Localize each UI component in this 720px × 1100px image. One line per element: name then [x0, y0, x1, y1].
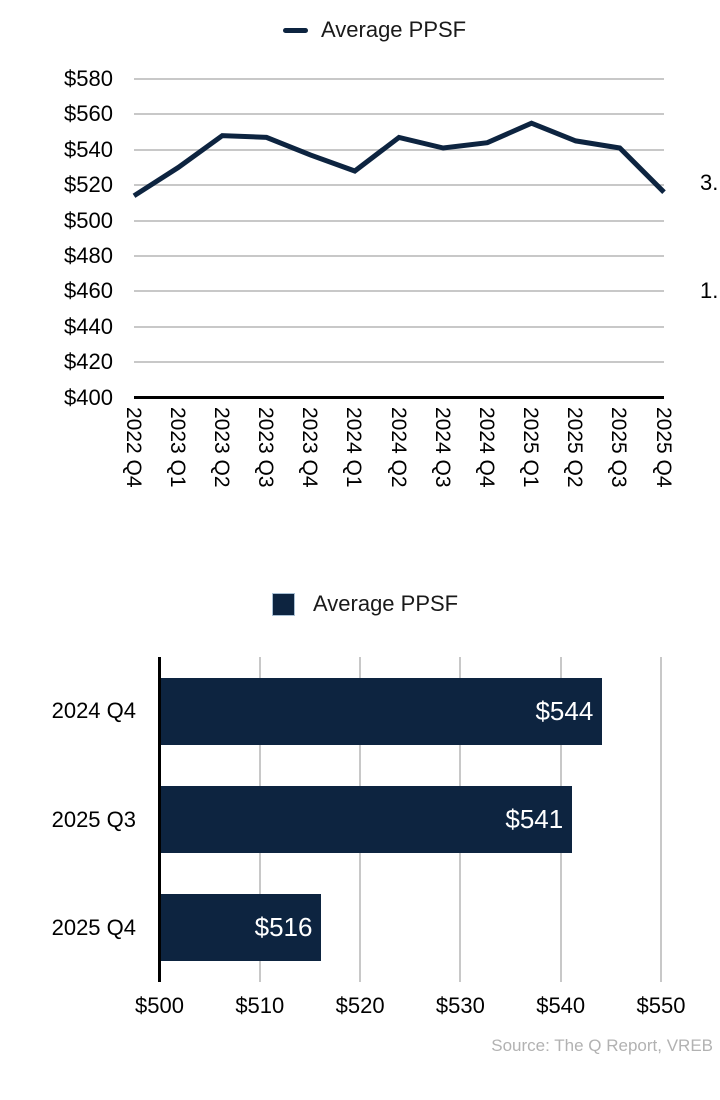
bar-value-label: $516 — [254, 912, 313, 943]
y-axis-tick-label: $540 — [64, 136, 113, 162]
y-axis-tick-label: $400 — [64, 384, 113, 410]
x-axis-tick-label: 2022 Q4 — [121, 407, 145, 488]
gridline — [134, 148, 664, 151]
bar-chart-y-axis — [158, 657, 161, 982]
x-axis-tick-label: 2024 Q2 — [386, 407, 410, 488]
x-axis-tick-label: 2024 Q3 — [430, 407, 454, 488]
gridline — [134, 254, 664, 257]
gridline — [134, 290, 664, 293]
y-axis-tick-label: $520 — [64, 172, 113, 198]
clipped-right-label-bottom: 1. — [700, 278, 719, 303]
x-axis-tick-label: 2025 Q4 — [651, 407, 675, 488]
line-legend-label: Average PPSF — [321, 17, 467, 42]
clipped-right-label-top: 3. — [700, 170, 719, 195]
x-axis-tick-label: $500 — [135, 993, 184, 1018]
x-axis-tick-label: $510 — [235, 993, 285, 1018]
bar-legend-label: Average PPSF — [313, 591, 459, 616]
x-axis-tick-label: 2024 Q4 — [474, 407, 498, 488]
bar-category-label: 2025 Q3 — [51, 806, 136, 832]
x-axis-tick-label: 2024 Q1 — [342, 407, 366, 488]
x-axis-tick-label: $520 — [335, 993, 385, 1018]
line-chart-x-axis — [134, 396, 664, 399]
y-axis-tick-label: $480 — [64, 242, 113, 268]
x-axis-tick-label: 2023 Q1 — [165, 407, 189, 488]
bar-chart-legend: Average PPSF — [272, 591, 458, 617]
bar-2025-q3: $541 — [161, 786, 573, 853]
gridline — [134, 184, 664, 187]
y-axis-tick-label: $500 — [64, 207, 113, 233]
bar-series-swatch-icon — [272, 592, 295, 616]
source-caption: Source: The Q Report, VREB — [491, 1036, 713, 1055]
gridline — [134, 325, 664, 328]
gridline — [660, 657, 662, 982]
bar-category-label: 2025 Q4 — [51, 914, 136, 940]
gridline — [134, 113, 664, 116]
line-series-swatch-icon — [283, 27, 308, 33]
x-axis-tick-label: 2023 Q4 — [298, 407, 322, 488]
x-axis-tick-label: 2025 Q3 — [607, 407, 631, 488]
y-axis-tick-label: $560 — [64, 101, 113, 127]
bar-value-label: $541 — [505, 804, 564, 834]
x-axis-tick-label: $550 — [636, 993, 686, 1018]
bar-2025-q4: $516 — [161, 894, 322, 962]
y-axis-tick-label: $460 — [64, 278, 113, 304]
x-axis-tick-label: 2025 Q1 — [519, 407, 542, 488]
ppsf-line-series — [132, 120, 666, 198]
y-axis-tick-label: $440 — [64, 313, 113, 339]
y-axis-tick-label: $420 — [64, 349, 113, 375]
line-chart-legend: Average PPSF — [283, 17, 466, 43]
gridline — [134, 219, 664, 222]
bar-2024-q4: $544 — [161, 677, 603, 745]
bar-category-label: 2024 Q4 — [51, 698, 136, 724]
x-axis-tick-label: $530 — [435, 993, 485, 1018]
x-axis-tick-label: 2025 Q2 — [563, 407, 587, 488]
bar-value-label: $544 — [535, 695, 594, 726]
y-axis-tick-label: $580 — [64, 66, 113, 91]
gridline — [134, 361, 664, 364]
gridline — [134, 78, 664, 80]
x-axis-tick-label: 2023 Q3 — [254, 407, 277, 488]
x-axis-tick-label: 2023 Q2 — [209, 407, 233, 488]
x-axis-tick-label: $540 — [536, 993, 586, 1018]
